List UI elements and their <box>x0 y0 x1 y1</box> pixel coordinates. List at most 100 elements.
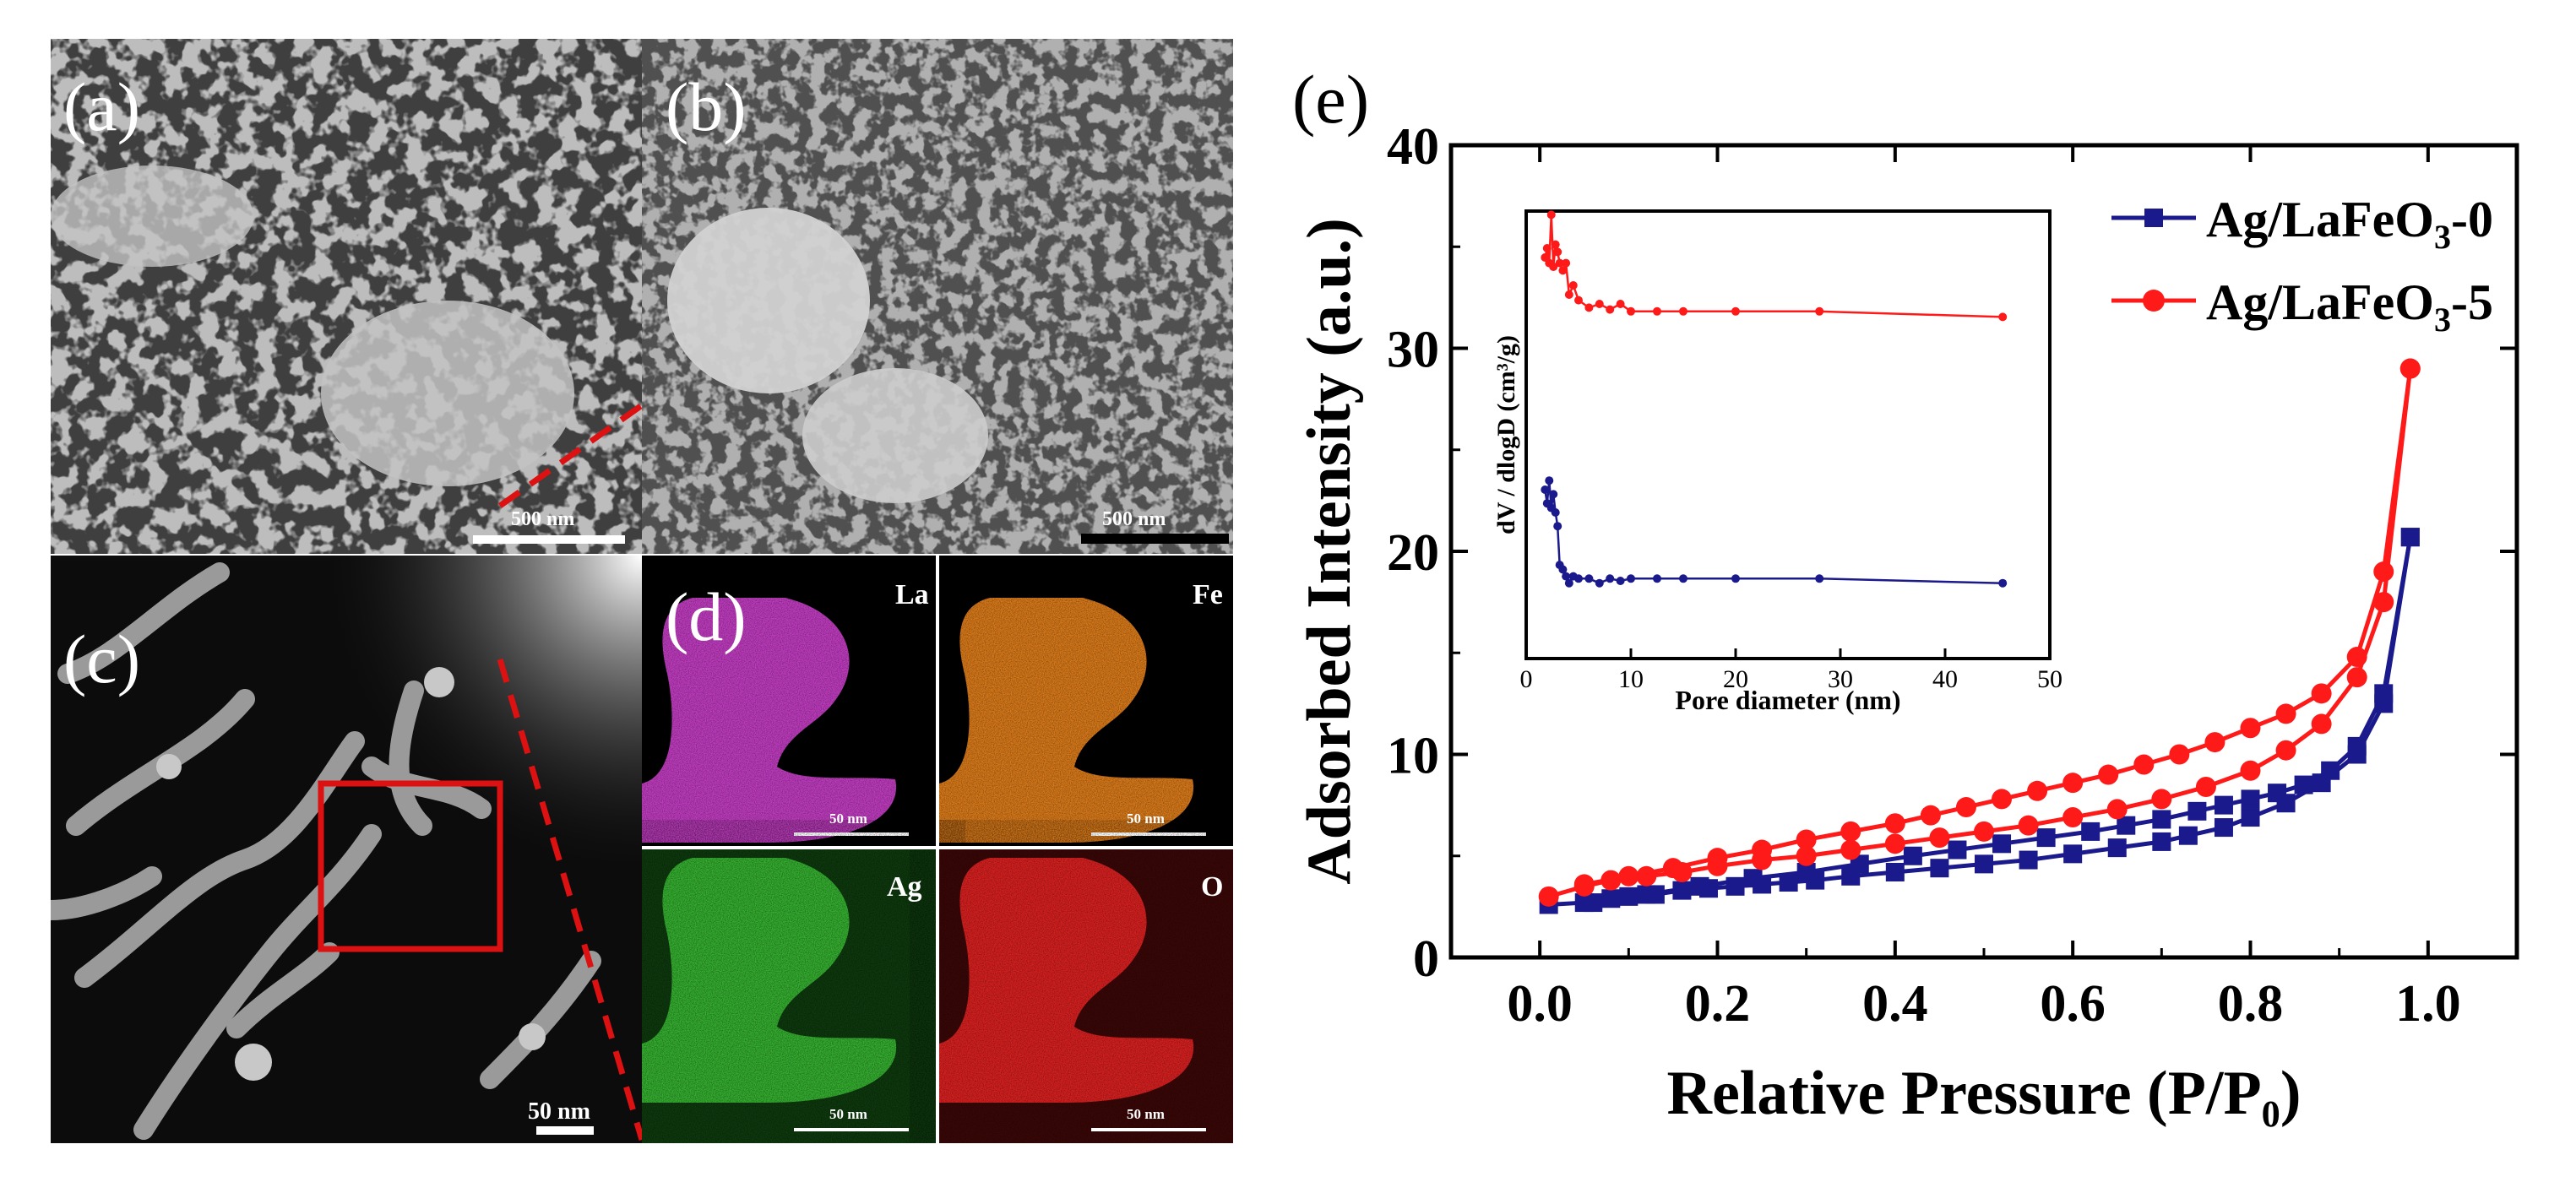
data-point-1 <box>2169 744 2190 765</box>
data-point-0 <box>1948 840 1967 860</box>
data-point-1 <box>2373 561 2394 583</box>
data-point-1 <box>1992 789 2013 810</box>
x-tick-label: 1.0 <box>2395 975 2461 1033</box>
data-point-0 <box>2036 828 2056 848</box>
haadf-image-c: (c) 50 nm <box>51 556 642 1143</box>
inset-data-point-1 <box>1627 574 1635 583</box>
panel-label-c: (c) <box>63 621 141 697</box>
data-point-1 <box>1884 813 1905 834</box>
data-point-1 <box>2098 764 2119 785</box>
data-point-1 <box>1662 858 1683 879</box>
inset-data-point-0 <box>1815 306 1824 316</box>
data-point-0 <box>2187 801 2207 821</box>
data-point-1 <box>2204 732 2225 753</box>
legend-marker-circle <box>2143 290 2165 312</box>
inset-data-point-1 <box>1551 508 1560 517</box>
data-point-1 <box>2275 703 2296 724</box>
data-point-1 <box>2311 683 2332 704</box>
inset-data-point-1 <box>1606 574 1615 583</box>
data-point-1 <box>2151 789 2172 810</box>
data-point-0 <box>2321 761 2340 780</box>
series-line-0-desorption <box>1592 536 2413 905</box>
inset-data-point-0 <box>1542 244 1552 252</box>
inset-data-point-0 <box>1606 305 1615 314</box>
data-point-1 <box>1796 829 1817 850</box>
inset-data-point-0 <box>1998 312 2008 322</box>
data-point-0 <box>1690 876 1709 896</box>
data-point-1 <box>1618 865 1639 887</box>
data-point-1 <box>2311 713 2332 735</box>
inset-data-point-0 <box>1546 210 1556 220</box>
data-point-1 <box>1840 839 1861 860</box>
inset-data-point-1 <box>1541 485 1550 494</box>
data-point-1 <box>1752 839 1773 860</box>
y-axis-label: Adsorbed Intensity (a.u.) <box>1295 218 1364 884</box>
data-point-1 <box>1840 821 1861 842</box>
data-point-0 <box>2019 850 2038 870</box>
panel-label-a: (a) <box>63 68 141 145</box>
isotherm-chart: 0.0 0.2 0.4 0.6 0.8 1.0 0 10 20 30 40 Relative Pres… <box>1292 61 2519 1128</box>
inset-frame <box>1524 209 2052 660</box>
main-plot: 0.0 0.2 0.4 0.6 0.8 1.0 0 10 20 30 40 Relative Pres… <box>1295 118 2519 1128</box>
inset-data-point-0 <box>1595 300 1604 308</box>
inset-data-point-0 <box>1731 306 1740 316</box>
eds-label-la: La <box>895 579 929 610</box>
inset-data-point-1 <box>1595 578 1604 588</box>
data-point-1 <box>2027 780 2048 801</box>
inset-data-point-0 <box>1574 296 1583 305</box>
inset-data-point-1 <box>1564 578 1573 588</box>
data-point-1 <box>2062 773 2084 794</box>
eds-texture-d <box>642 556 1233 1143</box>
inset-data-point-1 <box>1553 522 1562 531</box>
inset-data-point-0 <box>1627 306 1635 316</box>
x-tick-label: 0.0 <box>1507 975 1573 1033</box>
data-point-1 <box>2106 799 2128 820</box>
data-point-0 <box>1903 846 1922 865</box>
data-point-0 <box>1930 859 1949 878</box>
data-point-0 <box>1885 862 1905 881</box>
y-tick-label: 20 <box>1387 524 1439 582</box>
data-point-0 <box>2107 838 2127 858</box>
inset-data-point-1 <box>1549 490 1558 499</box>
data-point-0 <box>1584 893 1603 913</box>
tem-image-b: (b) 500 nm <box>642 39 1233 554</box>
x-axis-label: Relative Pressure (P/P₀) <box>1667 1059 2302 1128</box>
inset-data-point-1 <box>1679 574 1687 583</box>
inset-x-tick-label: 0 <box>1520 665 1533 693</box>
inset-data-point-1 <box>1562 572 1571 581</box>
inset-x-tick-label: 50 <box>2037 665 2062 693</box>
data-point-0 <box>2241 808 2260 827</box>
y-tick-label: 0 <box>1413 930 1439 988</box>
inset-data-point-1 <box>1731 574 1740 583</box>
inset-data-point-0 <box>1679 306 1687 316</box>
eds-maps-d: (d) La Fe Ag O 50 nm 50 nm 50 nm 50 nm <box>642 556 1233 1143</box>
scale-bar-label-b: 500 nm <box>1102 508 1166 530</box>
legend-label-0: Ag/LaFeO3-0 <box>2206 192 2493 256</box>
inset-data-point-1 <box>1616 577 1625 585</box>
data-point-0 <box>2178 826 2198 845</box>
panel-label-b: (b) <box>666 68 747 145</box>
eds-scale-ag: 50 nm <box>829 1106 867 1122</box>
inset-data-point-0 <box>1553 247 1562 257</box>
inset-data-point-1 <box>1558 565 1568 574</box>
data-point-1 <box>2062 807 2084 828</box>
data-point-0 <box>2374 684 2394 703</box>
inset-data-point-0 <box>1562 258 1571 268</box>
inset-data-point-0 <box>1584 303 1594 312</box>
tem-texture-b <box>642 39 1233 554</box>
inset-data-point-0 <box>1616 300 1625 308</box>
inset-data-point-1 <box>1998 578 2008 588</box>
inset-x-tick-label: 10 <box>1618 665 1644 693</box>
legend-marker-square <box>2144 209 2163 227</box>
data-point-0 <box>2117 816 2136 835</box>
inset-x-tick-label: 20 <box>1723 665 1748 693</box>
scale-bar-label-a: 500 nm <box>511 508 575 530</box>
data-point-1 <box>2346 647 2367 668</box>
data-point-0 <box>2347 736 2367 756</box>
data-point-1 <box>1884 833 1905 854</box>
data-point-0 <box>2268 784 2287 803</box>
data-point-0 <box>1975 854 1993 874</box>
data-point-1 <box>2399 358 2421 379</box>
data-point-1 <box>1796 845 1817 866</box>
inset-data-point-1 <box>1574 574 1583 583</box>
